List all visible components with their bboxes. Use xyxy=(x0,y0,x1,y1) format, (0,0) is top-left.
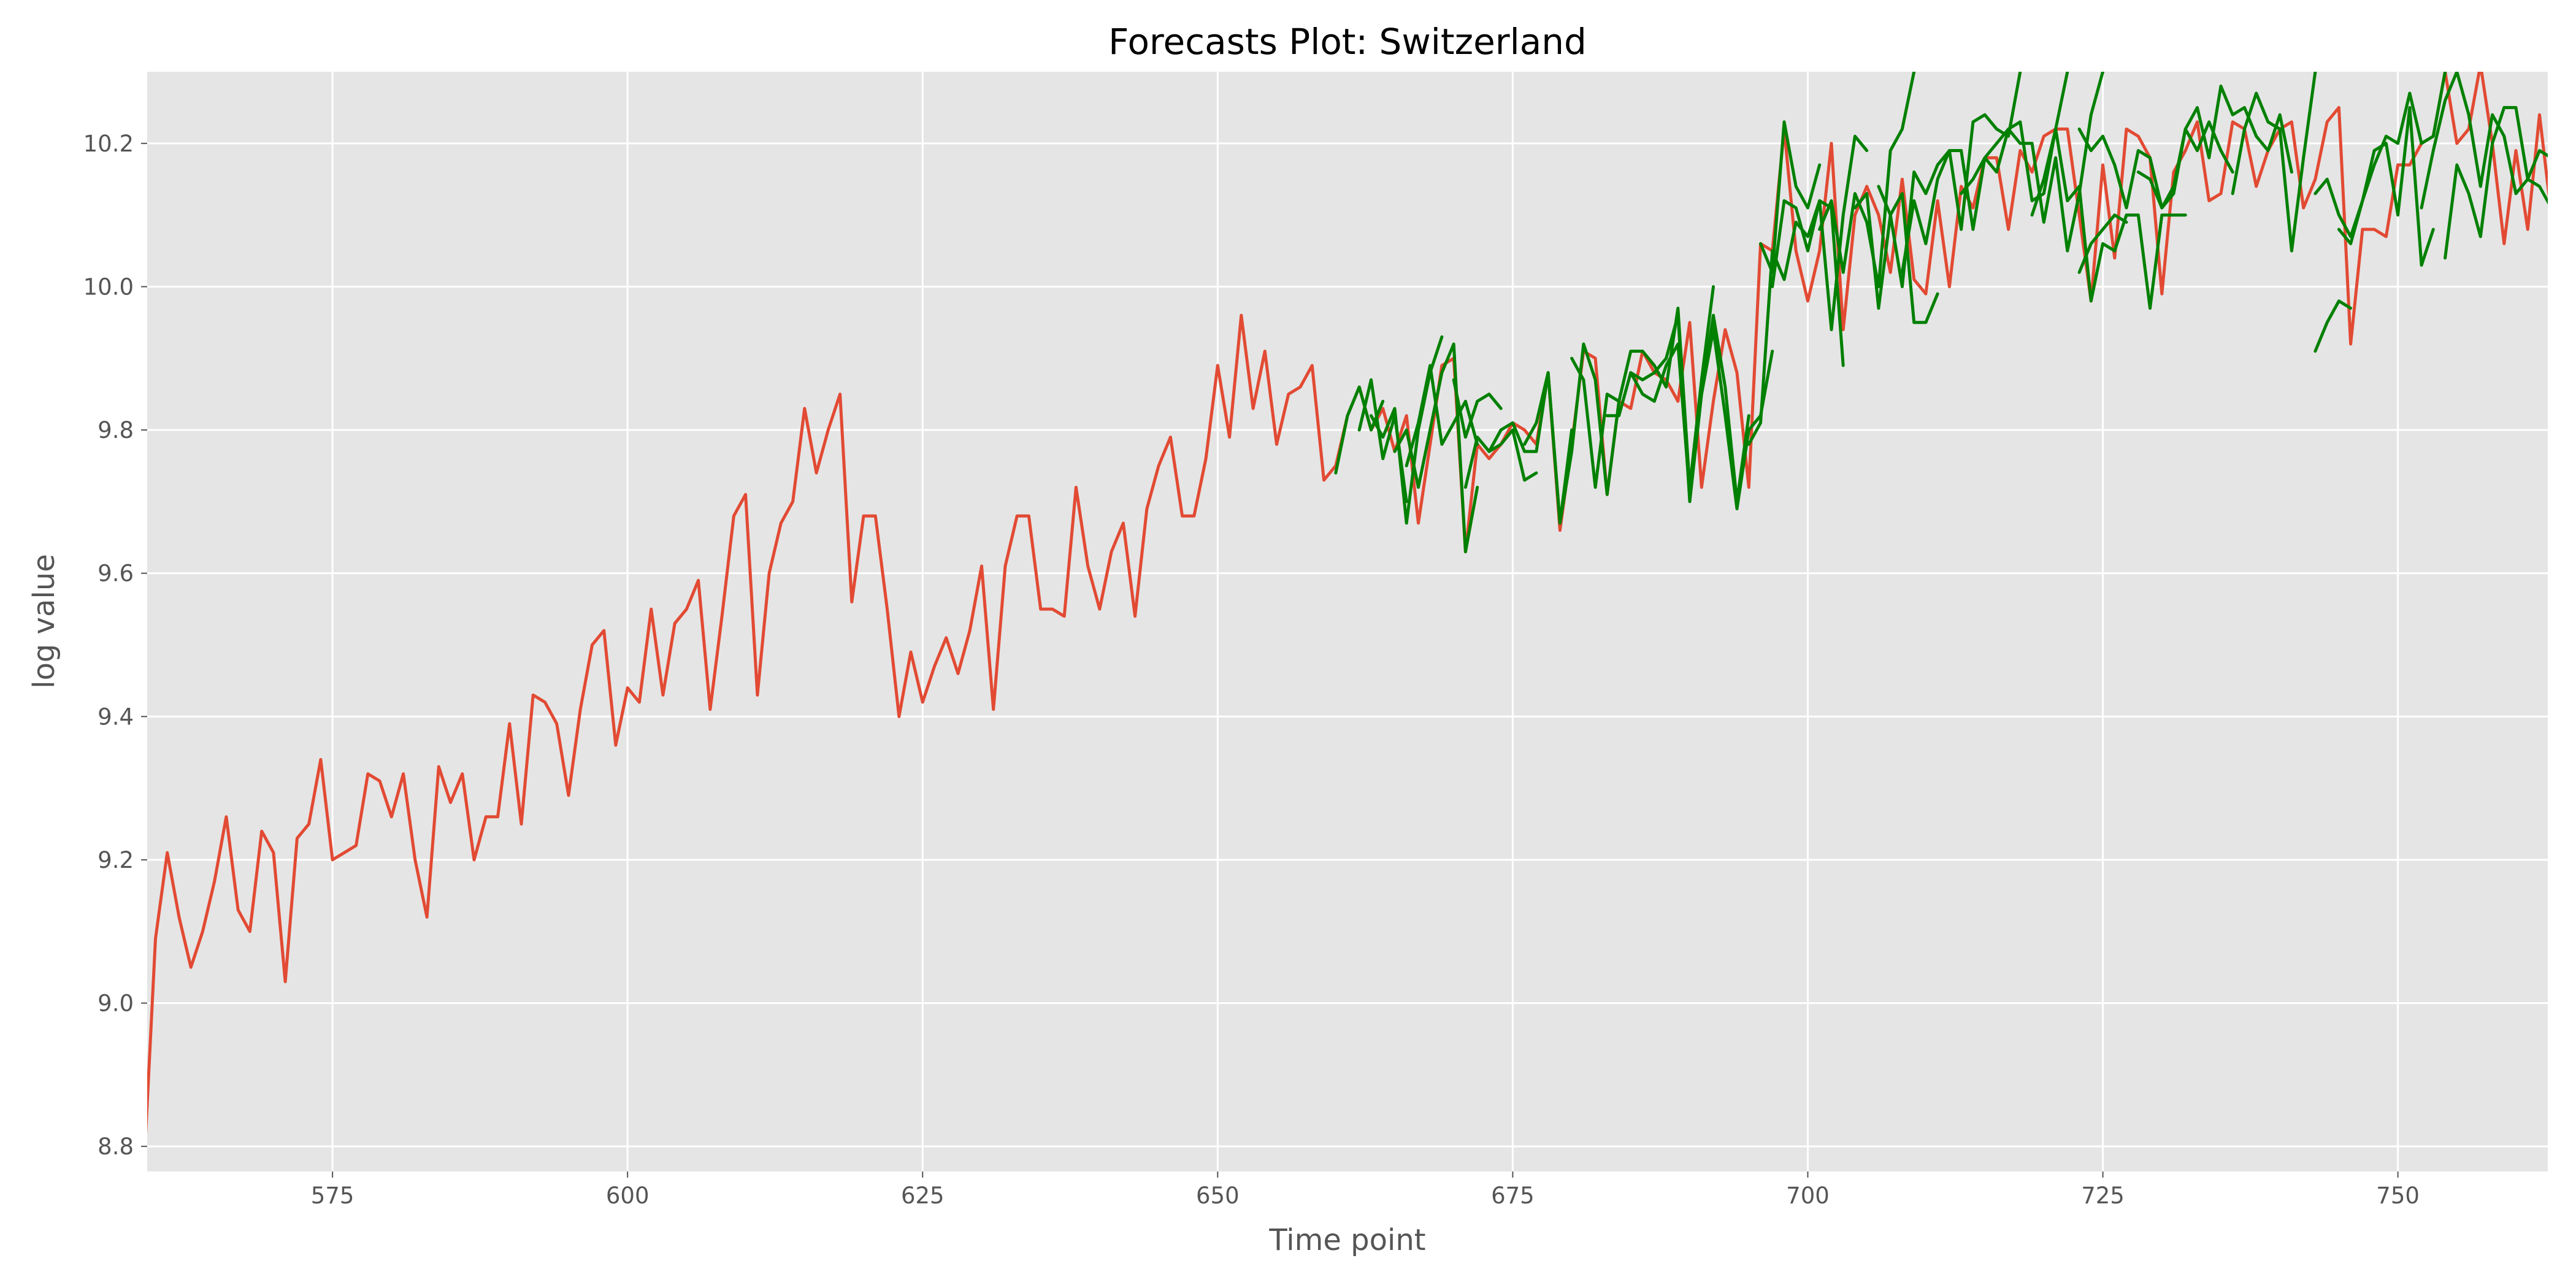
y-tick-label: 9.2 xyxy=(98,847,134,873)
x-axis-title: Time point xyxy=(1268,1223,1425,1257)
forecast-series-line xyxy=(2313,72,2447,239)
forecast-series-line xyxy=(2313,299,2353,353)
plot-area-background xyxy=(147,72,2548,1171)
y-tick-label: 9.0 xyxy=(98,991,134,1017)
x-tick-label: 700 xyxy=(1786,1183,1830,1209)
x-tick-label: 750 xyxy=(2376,1183,2420,1209)
forecast-series-line xyxy=(2231,72,2317,253)
forecast-series-line xyxy=(1629,313,1750,504)
x-tick-label: 575 xyxy=(311,1183,355,1209)
y-tick-label: 10.0 xyxy=(83,274,134,300)
forecast-series-line xyxy=(2077,213,2128,274)
forecast-series-line xyxy=(1523,342,1621,525)
forecast-series-line xyxy=(2444,105,2548,260)
y-tick-label: 8.8 xyxy=(98,1133,134,1160)
y-tick-label: 9.8 xyxy=(98,417,134,443)
forecast-series-line xyxy=(2030,127,2187,310)
forecast-series-line xyxy=(1463,428,1538,489)
forecast-series-line xyxy=(2136,84,2293,210)
y-axis-ticks: 8.8 9.0 9.2 9.4 9.6 9.8 10.0 10.2 xyxy=(83,131,147,1160)
x-tick-label: 650 xyxy=(1196,1183,1240,1209)
x-tick-label: 675 xyxy=(1491,1183,1535,1209)
x-axis-ticks: 575 600 625 650 675 700 725 750 xyxy=(311,1171,2420,1209)
forecast-series-line xyxy=(2420,72,2548,210)
forecast-series-line xyxy=(2337,105,2435,267)
forecast-series-line xyxy=(1818,72,1916,288)
forecast-series-line xyxy=(1452,378,1503,439)
forecast-series-line xyxy=(1853,192,1939,324)
x-tick-label: 725 xyxy=(2081,1183,2125,1209)
forecast-series-line xyxy=(1771,134,1869,331)
chart-title: Forecasts Plot: Switzerland xyxy=(1108,21,1587,63)
x-tick-label: 600 xyxy=(606,1183,650,1209)
y-axis-title: log value xyxy=(27,554,61,689)
forecast-series-line xyxy=(1405,364,1479,467)
forecast-series-line xyxy=(1747,199,1845,446)
forecast-series-line xyxy=(1759,120,1822,274)
forecast-series-line xyxy=(2077,120,2234,210)
y-tick-label: 9.4 xyxy=(98,703,134,730)
series-lines xyxy=(147,72,2548,1135)
y-tick-label: 9.6 xyxy=(98,561,134,587)
gridlines xyxy=(147,72,2548,1171)
x-tick-label: 625 xyxy=(901,1183,945,1209)
y-tick-label: 10.2 xyxy=(83,131,134,157)
